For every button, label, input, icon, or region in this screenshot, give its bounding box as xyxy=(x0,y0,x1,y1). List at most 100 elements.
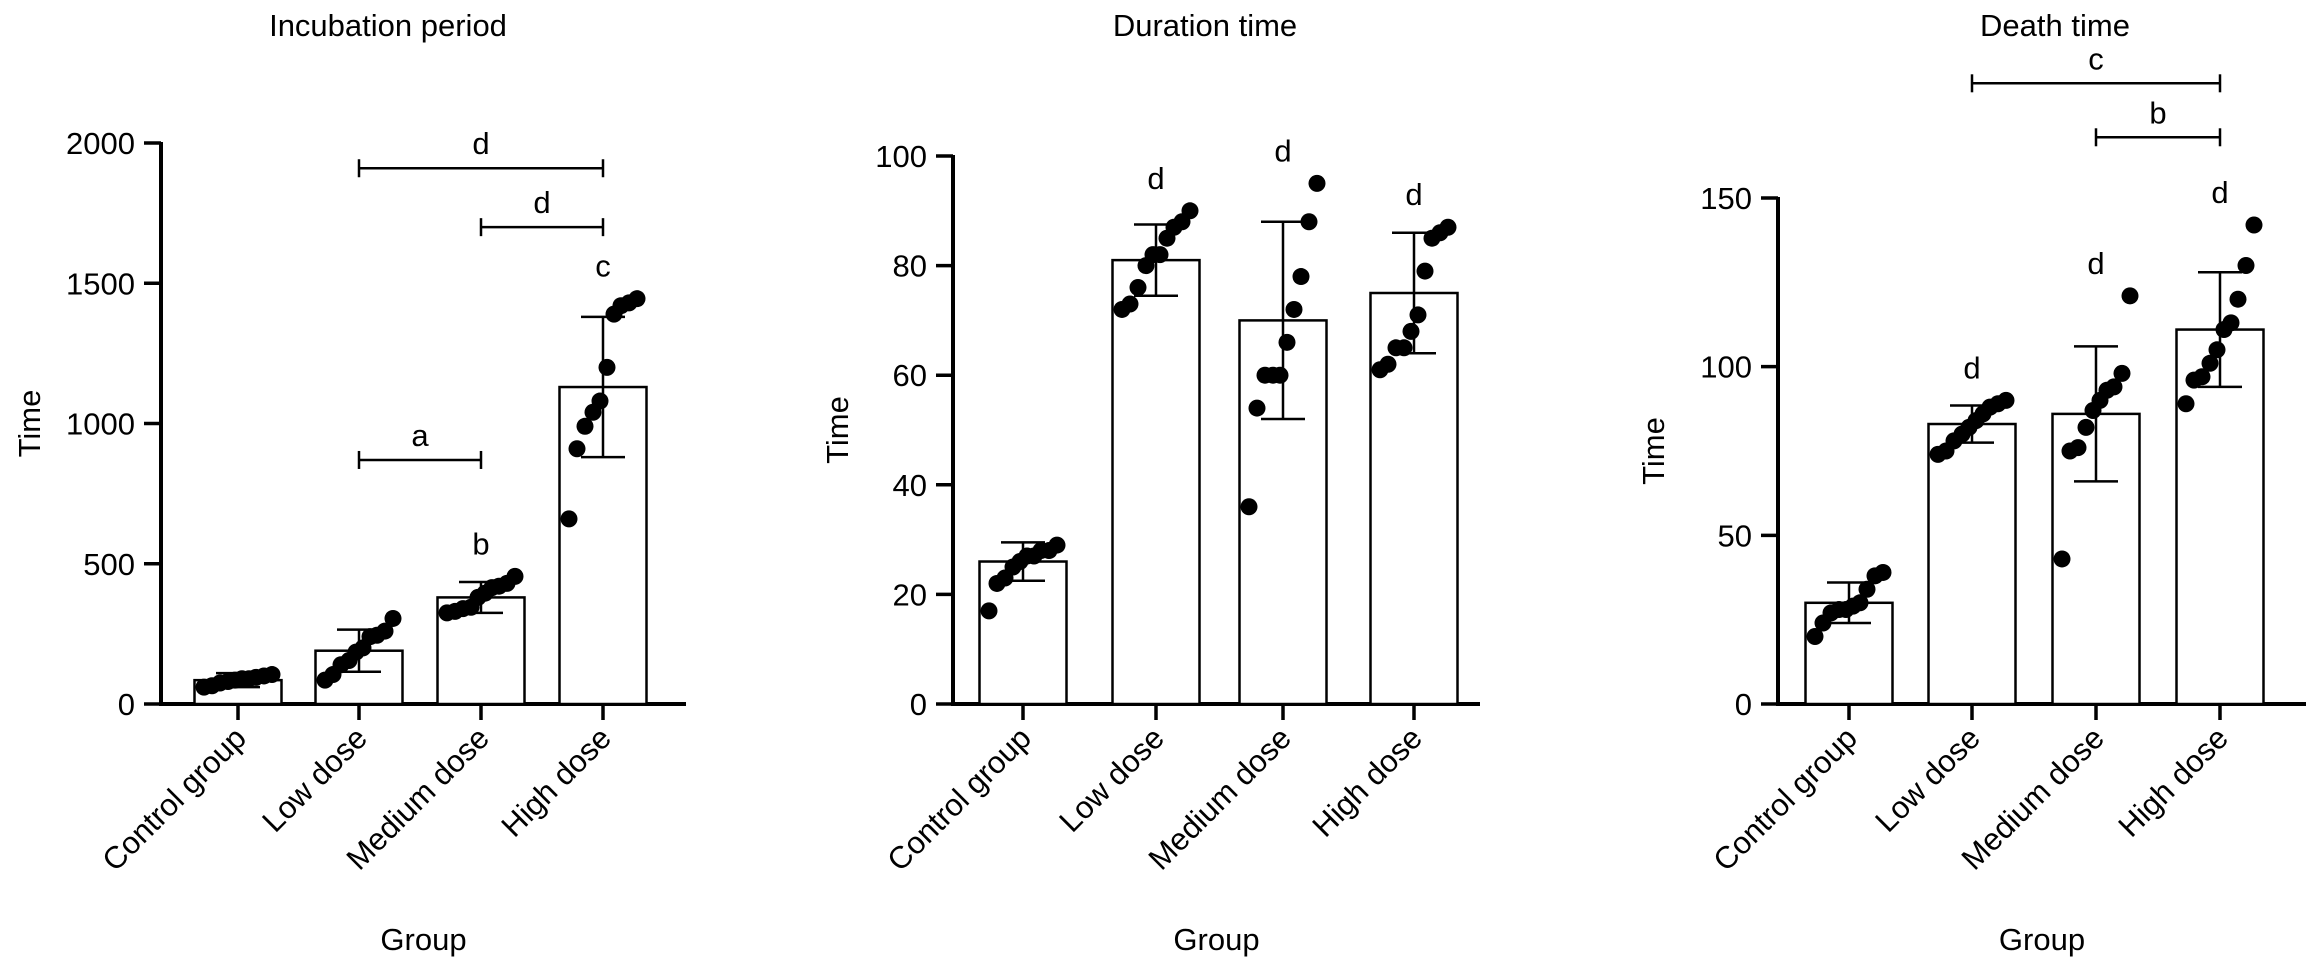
comparison-label: b xyxy=(2149,95,2166,130)
y-axis-label: Time xyxy=(820,396,855,464)
x-axis-label: Group xyxy=(1173,922,1259,957)
x-tick-label: Low dose xyxy=(1868,720,1987,839)
data-point xyxy=(376,622,394,640)
x-axis-label: Group xyxy=(380,922,466,957)
x-tick-label: Control group xyxy=(95,720,253,878)
data-point xyxy=(2113,364,2131,382)
y-tick-label: 100 xyxy=(875,139,927,174)
chart-panel-1: Incubation period Time Group 0 500 1000 1500 20… xyxy=(12,8,686,957)
chart-panel-2: Duration time Time Group 0 20 40 60 80 100 Contro… xyxy=(820,8,1480,957)
data-point xyxy=(2105,378,2123,396)
x-tick-label: Control group xyxy=(1706,720,1864,878)
significance-label: d xyxy=(2211,175,2228,210)
y-tick-label: 2000 xyxy=(66,126,135,161)
bar xyxy=(1111,258,1201,706)
data-point xyxy=(1129,279,1147,297)
y-tick-label: 20 xyxy=(893,577,927,612)
bar xyxy=(2175,328,2265,706)
x-tick-label: High dose xyxy=(494,720,617,843)
chart-title: Incubation period xyxy=(269,8,507,43)
data-point xyxy=(1240,498,1258,516)
data-point xyxy=(2245,216,2263,234)
data-point xyxy=(2229,290,2247,308)
data-point xyxy=(1300,213,1318,231)
data-point xyxy=(1285,300,1303,318)
data-point xyxy=(1308,174,1326,192)
y-tick-label: 40 xyxy=(893,468,927,503)
data-point xyxy=(2193,368,2211,386)
y-tick-label: 150 xyxy=(1700,181,1752,216)
data-point xyxy=(628,290,646,308)
data-point xyxy=(560,510,578,528)
bar xyxy=(1927,422,2017,706)
y-tick-label: 1500 xyxy=(66,266,135,301)
chart-title: Death time xyxy=(1980,8,2130,43)
data-point xyxy=(1416,262,1434,280)
data-point xyxy=(506,567,524,585)
data-point xyxy=(576,417,594,435)
comparison-label: d xyxy=(533,185,550,220)
y-tick-label: 0 xyxy=(1735,687,1752,722)
data-point xyxy=(980,602,998,620)
data-point xyxy=(1851,594,1869,612)
x-tick-label: High dose xyxy=(2111,720,2234,843)
significance-label: d xyxy=(1274,133,1291,168)
data-point xyxy=(2077,418,2095,436)
y-axis-label: Time xyxy=(1636,417,1671,485)
y-tick-label: 100 xyxy=(1700,350,1752,385)
significance-label: d xyxy=(1405,177,1422,212)
data-point xyxy=(384,609,402,627)
data-point xyxy=(263,666,281,684)
data-point xyxy=(2237,256,2255,274)
data-point xyxy=(1874,563,1892,581)
significance-label: c xyxy=(595,249,611,284)
y-tick-label: 50 xyxy=(1718,518,1752,553)
data-point xyxy=(1292,268,1310,286)
y-tick-label: 0 xyxy=(910,687,927,722)
x-axis-label: Group xyxy=(1999,922,2085,957)
comparison-label: d xyxy=(472,126,489,161)
y-tick-label: 60 xyxy=(893,358,927,393)
x-tick-label: Control group xyxy=(880,720,1038,878)
data-point xyxy=(2201,354,2219,372)
y-tick-label: 500 xyxy=(83,547,135,582)
y-tick-label: 1000 xyxy=(66,407,135,442)
x-tick-label: High dose xyxy=(1305,720,1428,843)
data-point xyxy=(2069,439,2087,457)
data-point xyxy=(2222,314,2240,332)
data-point xyxy=(2177,395,2195,413)
data-point xyxy=(1048,536,1066,554)
data-point xyxy=(2121,287,2139,305)
significance-label: d xyxy=(1147,161,1164,196)
significance-label: d xyxy=(1963,350,1980,385)
data-point xyxy=(1278,333,1296,351)
data-point xyxy=(1409,306,1427,324)
data-point xyxy=(1151,246,1169,264)
data-point xyxy=(1997,391,2015,409)
data-point xyxy=(1395,339,1413,357)
data-point xyxy=(1806,628,1824,646)
comparison-label: c xyxy=(2088,41,2104,76)
data-point xyxy=(1379,355,1397,373)
x-tick-label: Low dose xyxy=(1052,720,1171,839)
data-point xyxy=(1402,322,1420,340)
data-point xyxy=(1248,399,1266,417)
y-tick-label: 80 xyxy=(893,249,927,284)
significance-label: b xyxy=(472,526,489,561)
chart-title: Duration time xyxy=(1113,8,1297,43)
data-point xyxy=(2208,341,2226,359)
y-axis-label: Time xyxy=(12,390,47,458)
data-point xyxy=(591,392,609,410)
data-point xyxy=(568,440,586,458)
data-point xyxy=(1181,202,1199,220)
chart-panel-3: Death time Time Group 0 50 100 150 Control grou… xyxy=(1636,8,2306,957)
y-tick-label: 0 xyxy=(118,687,135,722)
data-point xyxy=(2053,550,2071,568)
data-point xyxy=(598,358,616,376)
significance-label: d xyxy=(2087,246,2104,281)
data-point xyxy=(1439,218,1457,236)
data-point xyxy=(1858,580,1876,598)
comparison-label: a xyxy=(411,418,429,453)
data-point xyxy=(1271,366,1289,384)
